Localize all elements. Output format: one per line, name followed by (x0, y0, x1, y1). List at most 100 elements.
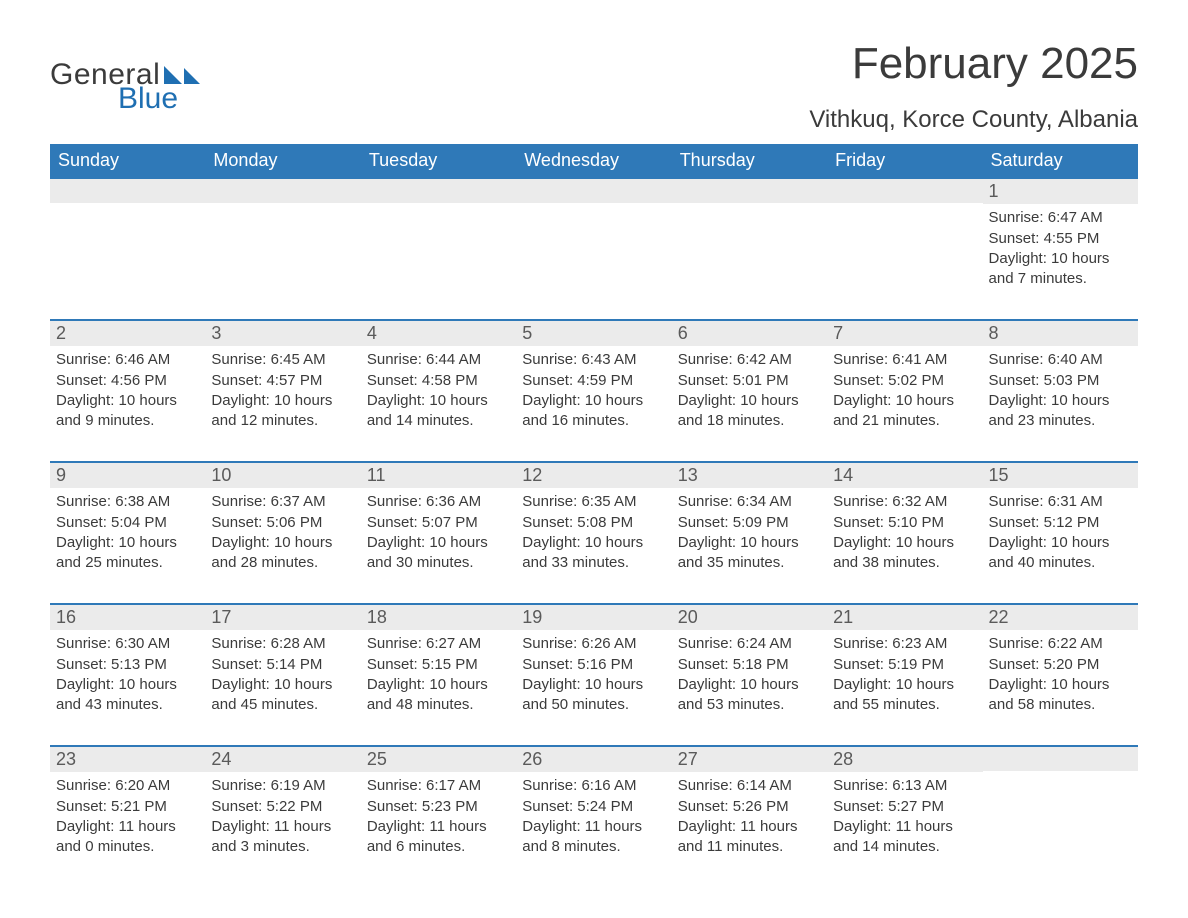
sunrise-text: Sunrise: 6:31 AM (989, 492, 1132, 512)
calendar-day-cell (827, 178, 982, 320)
day-details: Sunrise: 6:22 AMSunset: 5:20 PMDaylight:… (983, 630, 1138, 745)
calendar-day-cell: 13Sunrise: 6:34 AMSunset: 5:09 PMDayligh… (672, 462, 827, 604)
day-details: Sunrise: 6:13 AMSunset: 5:27 PMDaylight:… (827, 772, 982, 877)
daylight-text: Daylight: 10 hours and 9 minutes. (56, 391, 199, 432)
day-number: 17 (205, 605, 360, 630)
daylight-text: Daylight: 10 hours and 48 minutes. (367, 675, 510, 716)
day-number (205, 179, 360, 203)
calendar-day-cell: 17Sunrise: 6:28 AMSunset: 5:14 PMDayligh… (205, 604, 360, 746)
sunset-text: Sunset: 5:03 PM (989, 371, 1132, 391)
calendar-day-cell: 4Sunrise: 6:44 AMSunset: 4:58 PMDaylight… (361, 320, 516, 462)
day-number: 8 (983, 321, 1138, 346)
sunrise-text: Sunrise: 6:34 AM (678, 492, 821, 512)
calendar-page: General Blue February 2025 Vithkuq, Korc… (0, 0, 1188, 917)
day-details: Sunrise: 6:47 AMSunset: 4:55 PMDaylight:… (983, 204, 1138, 319)
sunset-text: Sunset: 4:56 PM (56, 371, 199, 391)
weekday-header: Thursday (672, 144, 827, 178)
sunset-text: Sunset: 5:22 PM (211, 797, 354, 817)
day-details: Sunrise: 6:45 AMSunset: 4:57 PMDaylight:… (205, 346, 360, 461)
daylight-text: Daylight: 11 hours and 8 minutes. (522, 817, 665, 858)
sunrise-text: Sunrise: 6:35 AM (522, 492, 665, 512)
day-details: Sunrise: 6:42 AMSunset: 5:01 PMDaylight:… (672, 346, 827, 461)
sunset-text: Sunset: 5:02 PM (833, 371, 976, 391)
sunset-text: Sunset: 5:14 PM (211, 655, 354, 675)
sunrise-text: Sunrise: 6:30 AM (56, 634, 199, 654)
logo: General Blue (50, 40, 200, 114)
weekday-header: Friday (827, 144, 982, 178)
sunset-text: Sunset: 5:23 PM (367, 797, 510, 817)
sunrise-text: Sunrise: 6:32 AM (833, 492, 976, 512)
day-details (827, 203, 982, 303)
day-details: Sunrise: 6:23 AMSunset: 5:19 PMDaylight:… (827, 630, 982, 745)
sunrise-text: Sunrise: 6:26 AM (522, 634, 665, 654)
day-number (827, 179, 982, 203)
day-details: Sunrise: 6:19 AMSunset: 5:22 PMDaylight:… (205, 772, 360, 877)
day-details: Sunrise: 6:35 AMSunset: 5:08 PMDaylight:… (516, 488, 671, 603)
day-number: 9 (50, 463, 205, 488)
daylight-text: Daylight: 10 hours and 23 minutes. (989, 391, 1132, 432)
day-details: Sunrise: 6:44 AMSunset: 4:58 PMDaylight:… (361, 346, 516, 461)
calendar-day-cell: 12Sunrise: 6:35 AMSunset: 5:08 PMDayligh… (516, 462, 671, 604)
daylight-text: Daylight: 10 hours and 40 minutes. (989, 533, 1132, 574)
day-number: 19 (516, 605, 671, 630)
sunrise-text: Sunrise: 6:17 AM (367, 776, 510, 796)
day-number: 20 (672, 605, 827, 630)
sunrise-text: Sunrise: 6:45 AM (211, 350, 354, 370)
day-number: 13 (672, 463, 827, 488)
sunset-text: Sunset: 4:57 PM (211, 371, 354, 391)
daylight-text: Daylight: 10 hours and 28 minutes. (211, 533, 354, 574)
calendar-week-row: 16Sunrise: 6:30 AMSunset: 5:13 PMDayligh… (50, 604, 1138, 746)
daylight-text: Daylight: 10 hours and 30 minutes. (367, 533, 510, 574)
sunset-text: Sunset: 5:18 PM (678, 655, 821, 675)
sunset-text: Sunset: 5:21 PM (56, 797, 199, 817)
sunset-text: Sunset: 5:06 PM (211, 513, 354, 533)
day-number: 2 (50, 321, 205, 346)
sunrise-text: Sunrise: 6:38 AM (56, 492, 199, 512)
day-number (672, 179, 827, 203)
day-details (361, 203, 516, 303)
day-number: 27 (672, 747, 827, 772)
daylight-text: Daylight: 11 hours and 3 minutes. (211, 817, 354, 858)
weekday-header-row: Sunday Monday Tuesday Wednesday Thursday… (50, 144, 1138, 178)
calendar-day-cell (361, 178, 516, 320)
day-number: 24 (205, 747, 360, 772)
sunrise-text: Sunrise: 6:42 AM (678, 350, 821, 370)
calendar-day-cell: 26Sunrise: 6:16 AMSunset: 5:24 PMDayligh… (516, 746, 671, 877)
calendar-day-cell: 28Sunrise: 6:13 AMSunset: 5:27 PMDayligh… (827, 746, 982, 877)
daylight-text: Daylight: 10 hours and 33 minutes. (522, 533, 665, 574)
sunset-text: Sunset: 5:19 PM (833, 655, 976, 675)
day-details (672, 203, 827, 303)
sunrise-text: Sunrise: 6:40 AM (989, 350, 1132, 370)
calendar-day-cell: 6Sunrise: 6:42 AMSunset: 5:01 PMDaylight… (672, 320, 827, 462)
calendar-week-row: 23Sunrise: 6:20 AMSunset: 5:21 PMDayligh… (50, 746, 1138, 877)
daylight-text: Daylight: 10 hours and 12 minutes. (211, 391, 354, 432)
sunrise-text: Sunrise: 6:20 AM (56, 776, 199, 796)
day-details: Sunrise: 6:17 AMSunset: 5:23 PMDaylight:… (361, 772, 516, 877)
daylight-text: Daylight: 10 hours and 43 minutes. (56, 675, 199, 716)
sunset-text: Sunset: 5:13 PM (56, 655, 199, 675)
day-details: Sunrise: 6:43 AMSunset: 4:59 PMDaylight:… (516, 346, 671, 461)
day-details: Sunrise: 6:28 AMSunset: 5:14 PMDaylight:… (205, 630, 360, 745)
sunset-text: Sunset: 4:58 PM (367, 371, 510, 391)
sunrise-text: Sunrise: 6:13 AM (833, 776, 976, 796)
day-number: 21 (827, 605, 982, 630)
day-number (983, 747, 1138, 771)
weekday-header: Tuesday (361, 144, 516, 178)
day-details: Sunrise: 6:16 AMSunset: 5:24 PMDaylight:… (516, 772, 671, 877)
sunrise-text: Sunrise: 6:47 AM (989, 208, 1132, 228)
weekday-header: Saturday (983, 144, 1138, 178)
calendar-day-cell: 14Sunrise: 6:32 AMSunset: 5:10 PMDayligh… (827, 462, 982, 604)
sunset-text: Sunset: 5:08 PM (522, 513, 665, 533)
month-title: February 2025 (809, 40, 1138, 88)
day-number (516, 179, 671, 203)
day-number: 11 (361, 463, 516, 488)
day-details (983, 771, 1138, 871)
calendar-day-cell (516, 178, 671, 320)
sunset-text: Sunset: 5:04 PM (56, 513, 199, 533)
calendar-week-row: 1Sunrise: 6:47 AMSunset: 4:55 PMDaylight… (50, 178, 1138, 320)
sunrise-text: Sunrise: 6:44 AM (367, 350, 510, 370)
weekday-header: Wednesday (516, 144, 671, 178)
daylight-text: Daylight: 10 hours and 21 minutes. (833, 391, 976, 432)
daylight-text: Daylight: 10 hours and 7 minutes. (989, 249, 1132, 290)
day-details: Sunrise: 6:14 AMSunset: 5:26 PMDaylight:… (672, 772, 827, 877)
